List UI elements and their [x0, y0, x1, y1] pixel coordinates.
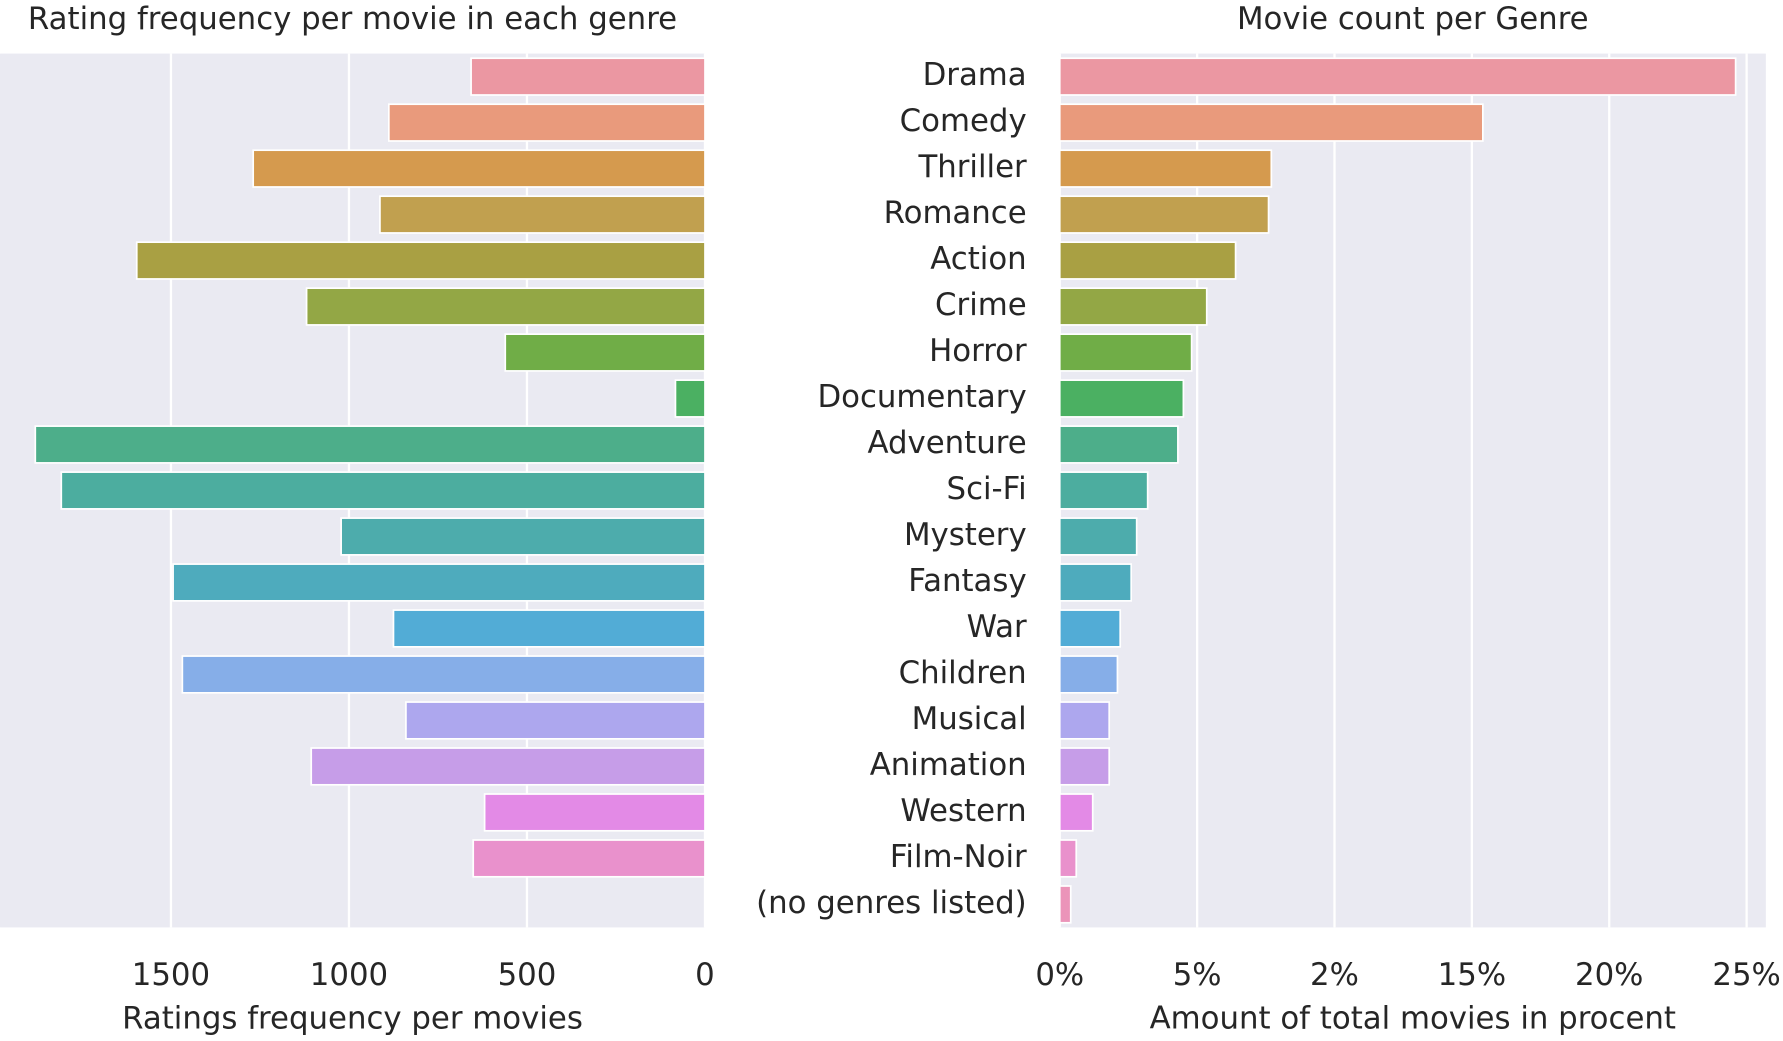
x-tick-label: 1500 — [132, 957, 210, 993]
y-tick-label: Mystery — [904, 517, 1027, 553]
bar — [181, 655, 706, 694]
bar — [1058, 839, 1078, 878]
y-tick-label: (no genres listed) — [756, 885, 1027, 921]
y-tick-label: Western — [900, 793, 1026, 829]
bar — [252, 149, 706, 188]
y-tick-label: Sci-Fi — [947, 471, 1027, 507]
bar — [483, 793, 706, 832]
bar — [1058, 425, 1179, 464]
bar — [1058, 57, 1737, 96]
bar — [405, 701, 706, 740]
bar — [1058, 563, 1133, 602]
bar — [1058, 149, 1273, 188]
y-tick-label: Romance — [884, 195, 1027, 231]
x-tick-label: 0 — [695, 957, 715, 993]
y-tick-label: Comedy — [900, 103, 1027, 139]
y-tick-label: Animation — [870, 747, 1027, 783]
y-tick-label: Documentary — [817, 379, 1026, 415]
x-tick-label: 0% — [1035, 957, 1084, 993]
x-axis-label: Amount of total movies in procent — [1150, 1000, 1676, 1036]
bar — [1058, 241, 1237, 280]
bar — [34, 425, 706, 464]
bar — [135, 241, 706, 280]
y-tick-label: Crime — [935, 287, 1027, 323]
bar — [1058, 793, 1094, 832]
bar — [472, 839, 706, 878]
x-tick-label: 25% — [1712, 957, 1780, 993]
bar — [392, 609, 706, 648]
y-tick-label: Drama — [923, 57, 1027, 93]
y-tick-label: Film-Noir — [890, 839, 1027, 875]
y-tick-label: Action — [930, 241, 1026, 277]
chart-title: Rating frequency per movie in each genre — [28, 1, 677, 37]
x-tick-label: 15% — [1438, 957, 1506, 993]
y-tick-label: Musical — [912, 701, 1027, 737]
bar — [1058, 609, 1122, 648]
bar — [1058, 333, 1193, 372]
bar — [1058, 747, 1111, 786]
bar — [1058, 287, 1208, 326]
y-tick-label: Fantasy — [908, 563, 1026, 599]
bar — [340, 517, 706, 556]
bar — [674, 379, 706, 418]
bar — [1058, 701, 1111, 740]
bar — [172, 563, 706, 602]
bar — [379, 195, 706, 234]
y-tick-label: Thriller — [917, 149, 1027, 185]
bar — [1058, 471, 1149, 510]
y-tick-label: War — [967, 609, 1027, 645]
bar — [60, 471, 706, 510]
x-tick-label: 2% — [1310, 957, 1359, 993]
chart-title: Movie count per Genre — [1237, 1, 1589, 37]
bar — [1058, 517, 1138, 556]
bar — [1058, 379, 1185, 418]
bar — [1058, 885, 1072, 924]
bar — [310, 747, 706, 786]
bar — [470, 57, 706, 96]
x-tick-label: 500 — [498, 957, 557, 993]
bar — [387, 103, 706, 142]
x-tick-label: 1000 — [310, 957, 388, 993]
y-tick-label: Adventure — [867, 425, 1026, 461]
bar — [504, 333, 706, 372]
bar — [1058, 195, 1270, 234]
bar — [1058, 655, 1119, 694]
bar — [1058, 103, 1484, 142]
x-axis-label: Ratings frequency per movies — [122, 1000, 583, 1036]
x-tick-label: 5% — [1173, 957, 1222, 993]
y-tick-label: Horror — [929, 333, 1027, 369]
bar — [305, 287, 706, 326]
y-tick-label: Children — [899, 655, 1027, 691]
x-tick-label: 20% — [1575, 957, 1643, 993]
